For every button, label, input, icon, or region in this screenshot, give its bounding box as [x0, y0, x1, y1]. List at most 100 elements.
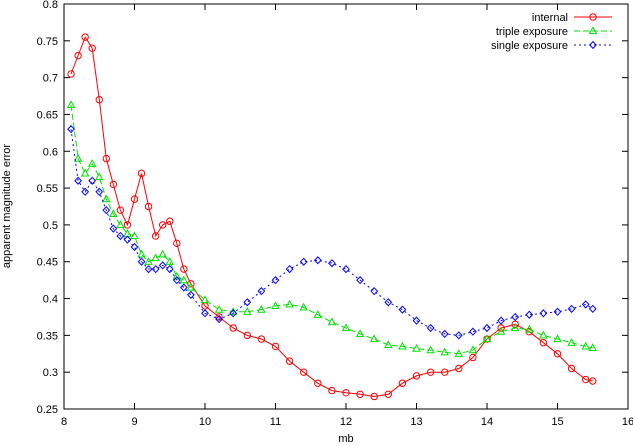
data-point	[67, 125, 75, 134]
data-point	[553, 307, 562, 316]
y-tick-label: 0.5	[43, 220, 58, 232]
data-point	[384, 340, 393, 349]
data-point	[581, 300, 590, 309]
legend-marker	[589, 40, 597, 50]
data-point	[384, 390, 392, 398]
data-point	[201, 309, 209, 318]
data-point	[455, 364, 463, 373]
y-tick-label: 0.55	[37, 183, 58, 195]
data-point	[356, 276, 364, 285]
data-point	[510, 323, 520, 332]
data-point	[313, 256, 322, 265]
data-point	[299, 257, 308, 266]
data-point	[454, 349, 464, 357]
data-point	[109, 209, 118, 217]
legend-marker	[588, 26, 598, 35]
x-tick-label: 15	[551, 416, 563, 428]
data-point	[180, 265, 188, 273]
legend-marker	[589, 13, 597, 21]
series-line	[70, 35, 593, 398]
data-point	[553, 350, 562, 358]
data-point	[151, 264, 160, 274]
series-2	[67, 125, 597, 340]
data-point	[553, 334, 562, 343]
legend-label: triple exposure	[496, 26, 568, 38]
data-point	[80, 168, 90, 177]
y-tick-label: 0.45	[37, 257, 58, 269]
data-point	[137, 257, 146, 266]
y-tick-label: 0.25	[37, 404, 58, 416]
data-point	[588, 343, 597, 351]
data-point	[66, 100, 76, 108]
data-point	[165, 264, 174, 274]
data-point	[589, 377, 597, 385]
data-point	[215, 313, 223, 321]
data-point	[158, 261, 167, 270]
data-point	[109, 180, 118, 189]
series-0	[67, 33, 597, 401]
data-point	[172, 276, 181, 285]
y-tick-label: 0.35	[37, 330, 58, 342]
data-point	[229, 324, 237, 332]
series-line	[70, 104, 593, 355]
data-point	[426, 345, 435, 354]
x-tick-label: 12	[340, 416, 352, 428]
data-point	[497, 324, 505, 332]
data-point	[123, 235, 132, 244]
data-point	[342, 264, 350, 274]
data-point	[88, 176, 97, 185]
data-point	[137, 169, 146, 178]
data-point	[342, 389, 350, 397]
data-point	[412, 372, 421, 380]
data-point	[179, 283, 188, 292]
data-point	[229, 309, 238, 318]
data-point	[539, 339, 548, 347]
data-point	[95, 172, 104, 181]
data-point	[116, 231, 125, 241]
data-point	[95, 187, 104, 196]
data-point	[130, 242, 139, 252]
data-point	[144, 202, 153, 211]
data-point	[165, 257, 174, 265]
y-tick-label: 0.7	[43, 73, 58, 85]
data-point	[214, 304, 224, 313]
y-tick-label: 0.65	[37, 109, 58, 121]
x-tick-label: 16	[622, 416, 633, 428]
data-point	[87, 159, 97, 167]
data-point	[257, 287, 266, 296]
data-point	[567, 338, 576, 346]
data-point	[314, 379, 322, 387]
data-point	[166, 217, 174, 225]
data-point	[327, 317, 337, 326]
data-point	[496, 327, 506, 335]
data-point	[137, 249, 146, 258]
data-point	[159, 221, 167, 229]
data-point	[440, 347, 449, 356]
data-point	[102, 194, 111, 203]
data-point	[313, 310, 323, 318]
data-point	[172, 271, 182, 280]
data-point	[74, 176, 82, 185]
data-point	[271, 276, 280, 285]
data-point	[440, 329, 449, 339]
data-point	[539, 330, 548, 339]
data-point	[151, 232, 160, 240]
data-point	[398, 379, 407, 387]
data-point	[116, 206, 125, 214]
data-point	[370, 287, 379, 296]
data-point	[81, 33, 89, 41]
data-point	[300, 368, 308, 376]
x-tick-label: 10	[199, 416, 211, 428]
data-point	[454, 331, 463, 340]
data-point	[356, 390, 364, 398]
data-point	[243, 307, 252, 315]
data-point	[67, 70, 75, 78]
data-point	[158, 249, 167, 258]
data-point	[173, 239, 181, 248]
data-point	[511, 312, 520, 322]
data-point	[151, 253, 160, 262]
legend-label: single exposure	[491, 40, 568, 52]
y-tick-label: 0.3	[43, 367, 58, 379]
data-point	[341, 323, 351, 332]
data-point	[109, 224, 118, 233]
